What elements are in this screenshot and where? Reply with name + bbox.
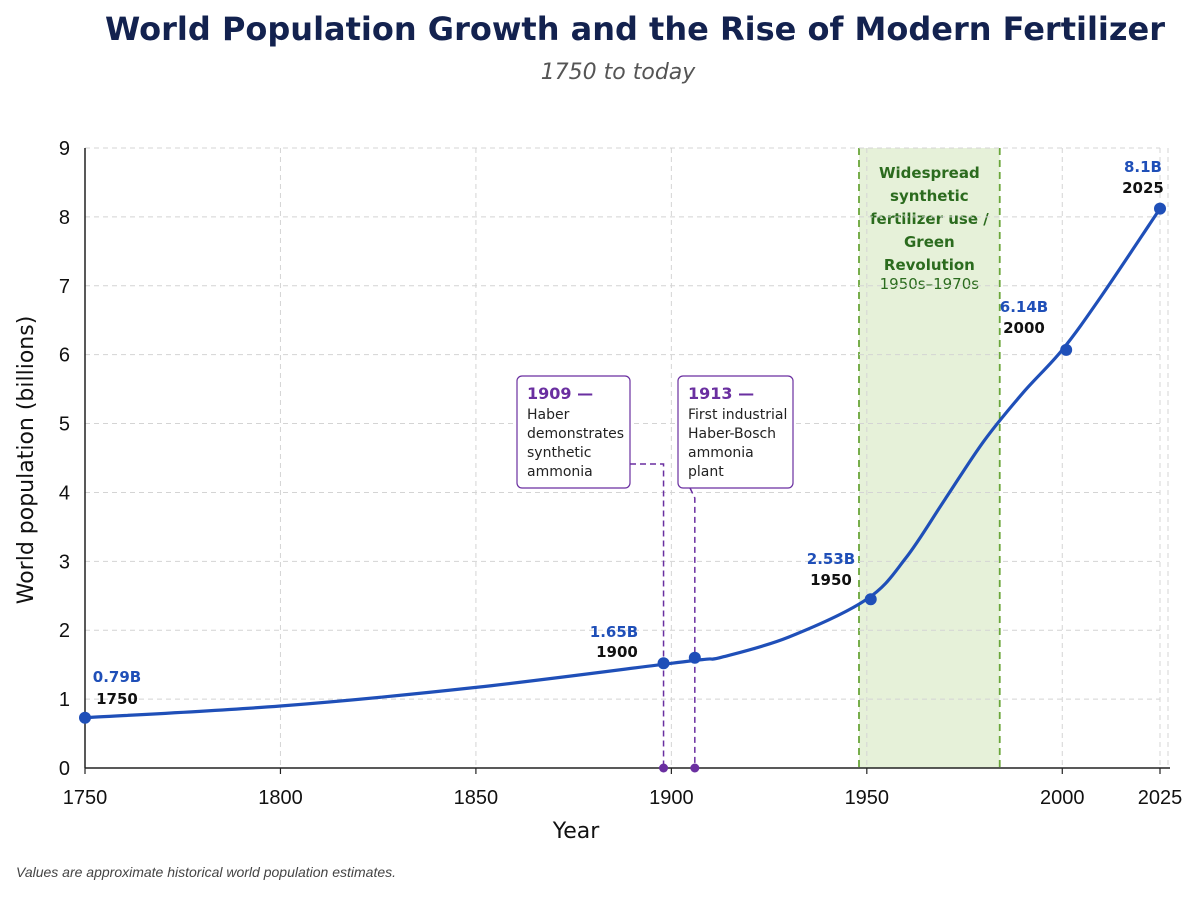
data-label-year: 1950: [810, 571, 852, 589]
data-point: [864, 593, 877, 606]
annotation-text: demonstrates: [527, 426, 624, 442]
band-title-line: Green: [904, 233, 955, 251]
annotation-text: First industrial: [688, 407, 787, 423]
data-point: [1060, 343, 1073, 356]
series-group: [79, 202, 1166, 724]
annotation-box: [516, 375, 631, 489]
annotation-anchor-dot: [659, 763, 669, 773]
x-tick-label: 1750: [63, 787, 108, 809]
axes: 0 1 2 3 4 5 6 7 8 9 1750 1800 1850 1900 1950 2000 2025 Ye…: [14, 138, 1182, 844]
annotation-title: 1909 —: [527, 384, 593, 403]
x-tick-label: 1900: [649, 787, 694, 809]
population-line: [83, 207, 1162, 720]
x-tick-label: 2000: [1040, 787, 1085, 809]
data-label-value: 1.65B: [590, 623, 638, 641]
y-tick-label: 5: [59, 414, 70, 436]
y-tick-label: 3: [59, 551, 70, 573]
y-tick-label: 1: [59, 689, 70, 711]
annotation-text: Haber: [527, 407, 570, 423]
y-tick-label: 2: [59, 620, 70, 642]
data-label-year: 2025: [1122, 179, 1164, 197]
data-label-year: 1750: [96, 690, 138, 708]
data-label-value: 8.1B: [1124, 158, 1162, 176]
y-tick-label: 8: [59, 207, 70, 229]
data-point: [657, 657, 670, 670]
band-title-line: fertilizer use /: [870, 210, 989, 228]
y-tick-label: 4: [59, 482, 70, 504]
annotation-text: plant: [688, 464, 724, 480]
x-tick-label: 1950: [845, 787, 890, 809]
annotation-leader: [630, 463, 665, 768]
data-label-year: 1900: [596, 643, 638, 661]
data-labels: 0.79B 1750 1.65B 1900 2.53B 1950 6.14B 2000 8.1B…: [93, 158, 1164, 708]
data-point: [688, 651, 701, 664]
x-tick-label: 1800: [258, 787, 303, 809]
annotation-box: [677, 375, 794, 489]
band-title-line: Widespread: [879, 164, 980, 182]
data-label-value: 6.14B: [1000, 298, 1048, 316]
grid: [85, 147, 1169, 768]
annotation-text: synthetic: [527, 445, 592, 461]
y-tick-label: 6: [59, 345, 70, 367]
y-tick-label: 9: [59, 138, 70, 160]
band-period: 1950s–1970s: [880, 275, 980, 293]
annotation-anchor-dot: [690, 763, 700, 773]
y-axis-title: World population (billions): [14, 316, 39, 605]
x-axis-title: Year: [552, 819, 601, 844]
chart-subtitle: 1750 to today: [540, 60, 696, 85]
annotation-title: 1913 —: [688, 384, 754, 403]
fertilizer-band: [859, 148, 1000, 768]
annotations: 1909 — Haber demonstrates synthetic ammonia 1…: [516, 375, 794, 773]
chart-note: Values are approximate historical world …: [16, 864, 397, 880]
data-label-value: 0.79B: [93, 668, 141, 686]
annotation-text: ammonia: [527, 464, 593, 480]
data-label-year: 2000: [1003, 319, 1045, 337]
annotation-text: Haber-Bosch: [688, 426, 776, 442]
annotation-leader: [689, 487, 696, 768]
data-label-value: 2.53B: [807, 550, 855, 568]
y-tick-label: 7: [59, 276, 70, 298]
band-title-line: Revolution: [884, 256, 975, 274]
chart-title: World Population Growth and the Rise of …: [105, 10, 1165, 48]
annotation-text: ammonia: [688, 445, 754, 461]
data-point: [1154, 202, 1166, 215]
data-point: [79, 711, 91, 724]
x-tick-label: 2025: [1138, 787, 1183, 809]
band-title-line: synthetic: [890, 187, 969, 205]
y-tick-label: 0: [59, 758, 70, 780]
fertilizer-band-group: Widespread synthetic fertilizer use / Green…: [858, 148, 1001, 768]
x-tick-label: 1850: [454, 787, 499, 809]
